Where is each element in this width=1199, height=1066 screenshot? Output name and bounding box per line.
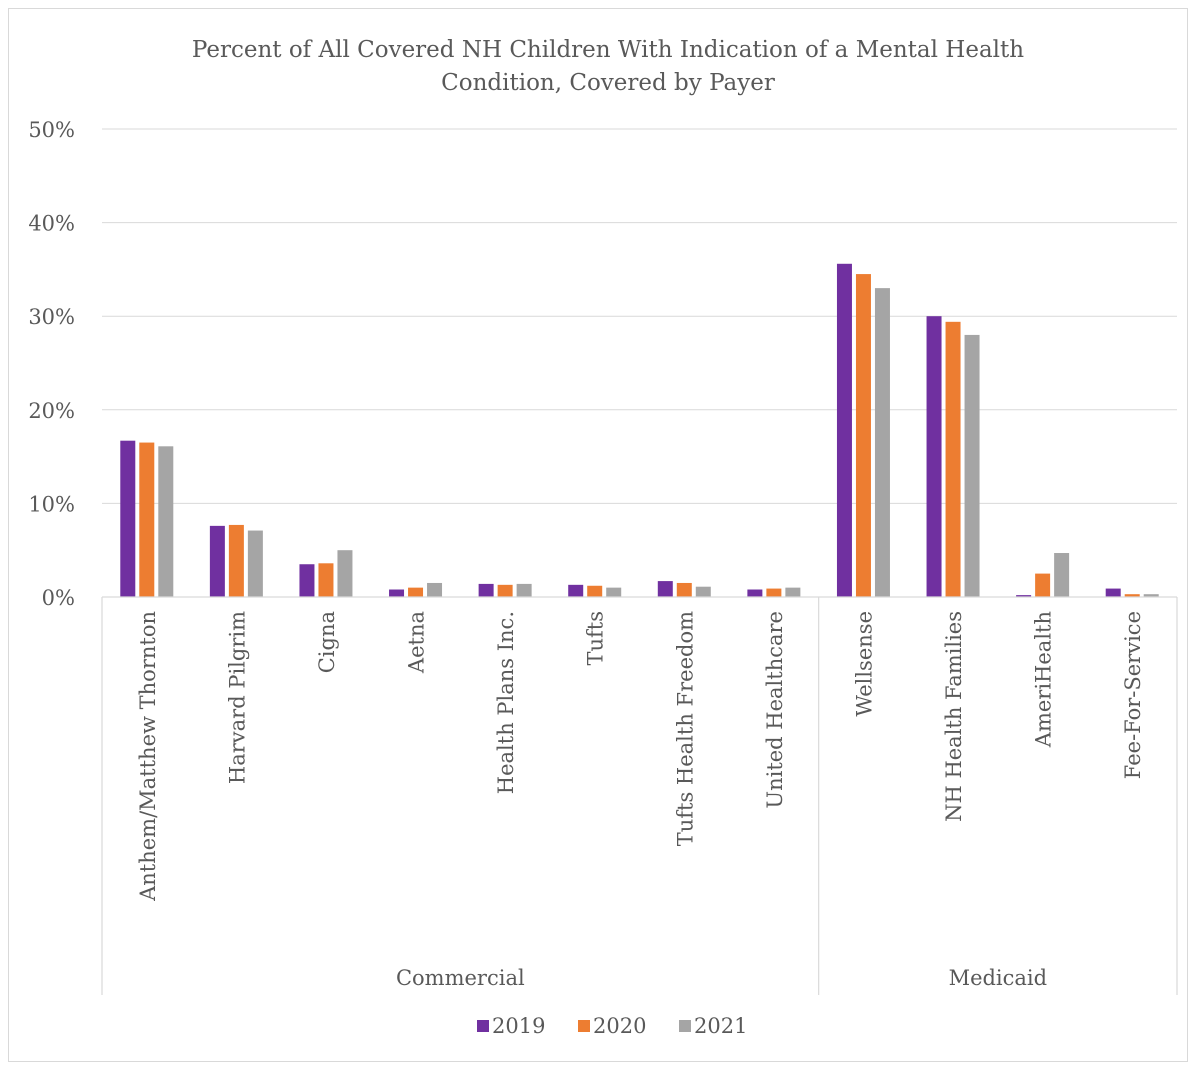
legend-label: 2019	[492, 1014, 545, 1038]
bar	[408, 587, 424, 597]
chart-title-line-2: Condition, Covered by Payer	[441, 70, 775, 96]
bar	[568, 584, 584, 597]
bar	[1016, 595, 1032, 597]
bar	[318, 563, 334, 597]
category-label: Health Plans Inc.	[494, 611, 518, 794]
bar	[945, 321, 961, 597]
bar	[836, 263, 852, 597]
legend-label: 2020	[593, 1014, 646, 1038]
bar	[1054, 553, 1070, 597]
bar	[855, 274, 871, 597]
bar	[209, 525, 225, 597]
category-labels: Anthem/Matthew Thornton Harvard Pilgrim Ci…	[136, 611, 1145, 902]
legend-swatch	[477, 1020, 489, 1032]
category-label: NH Health Families	[942, 611, 966, 822]
bar	[497, 584, 513, 597]
group-label: Medicaid	[949, 966, 1048, 990]
bars	[120, 263, 1159, 597]
legend-swatch	[578, 1020, 590, 1032]
bar	[606, 587, 622, 597]
category-label: Cigna	[315, 611, 339, 673]
bar	[427, 582, 443, 597]
bar	[695, 586, 711, 597]
bar	[158, 446, 174, 597]
bar	[1143, 594, 1159, 597]
bar	[1124, 594, 1140, 597]
bar	[657, 581, 673, 597]
bar	[120, 440, 136, 597]
chart-area	[8, 8, 1188, 1062]
legend: 2019 2020 2021	[477, 1014, 747, 1038]
bar	[676, 582, 692, 597]
bar	[766, 588, 782, 597]
category-label: Harvard Pilgrim	[225, 611, 249, 784]
y-tick-label: 20%	[28, 399, 75, 423]
bar	[516, 583, 532, 597]
bar	[785, 587, 801, 597]
category-label: Fee-For-Service	[1121, 611, 1145, 779]
category-label: Tufts Health Freedom	[673, 611, 697, 846]
category-label: Tufts	[584, 611, 608, 666]
chart-title-line-1: Percent of All Covered NH Children With …	[192, 37, 1024, 63]
category-label: Anthem/Matthew Thornton	[136, 611, 160, 902]
category-label: United Healthcare	[763, 611, 787, 809]
bar	[337, 550, 353, 597]
y-tick-label: 40%	[28, 212, 75, 236]
bar	[139, 442, 155, 597]
y-axis-tick-labels: 0% 10% 20% 30% 40% 50%	[28, 118, 75, 610]
bar	[389, 589, 405, 597]
gridlines	[102, 128, 1177, 504]
category-label: AmeriHealth	[1032, 611, 1056, 748]
category-label: Aetna	[405, 611, 429, 674]
bar	[228, 524, 244, 597]
legend-swatch	[679, 1020, 691, 1032]
bar	[964, 334, 980, 597]
x-axis	[101, 596, 1178, 995]
chart-title: Percent of All Covered NH Children With …	[192, 37, 1024, 96]
bar	[926, 316, 942, 597]
group-labels: Commercial Medicaid	[396, 966, 1047, 990]
category-label: Wellsense	[852, 611, 876, 717]
legend-label: 2021	[694, 1014, 747, 1038]
y-tick-label: 30%	[28, 305, 75, 329]
bar	[1105, 588, 1121, 597]
y-tick-label: 50%	[28, 118, 75, 142]
bar	[247, 530, 263, 597]
bar	[478, 583, 494, 597]
bar	[874, 288, 890, 597]
bar	[1035, 573, 1051, 597]
bar	[747, 589, 763, 597]
bar	[587, 585, 603, 597]
y-tick-label: 0%	[42, 586, 75, 610]
y-tick-label: 10%	[28, 492, 75, 516]
bar	[299, 564, 315, 597]
group-label: Commercial	[396, 966, 525, 990]
